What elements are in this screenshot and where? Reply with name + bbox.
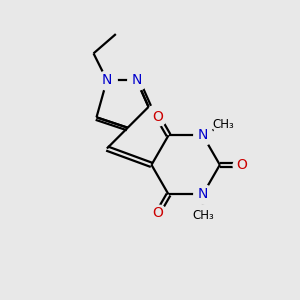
Text: O: O: [236, 158, 247, 172]
Text: CH₃: CH₃: [213, 118, 234, 131]
Text: O: O: [152, 110, 163, 124]
Text: N: N: [131, 73, 142, 87]
Text: CH₃: CH₃: [192, 209, 214, 222]
Text: N: N: [198, 188, 208, 202]
Text: N: N: [102, 73, 112, 87]
Text: N: N: [198, 128, 208, 142]
Text: O: O: [152, 206, 163, 220]
